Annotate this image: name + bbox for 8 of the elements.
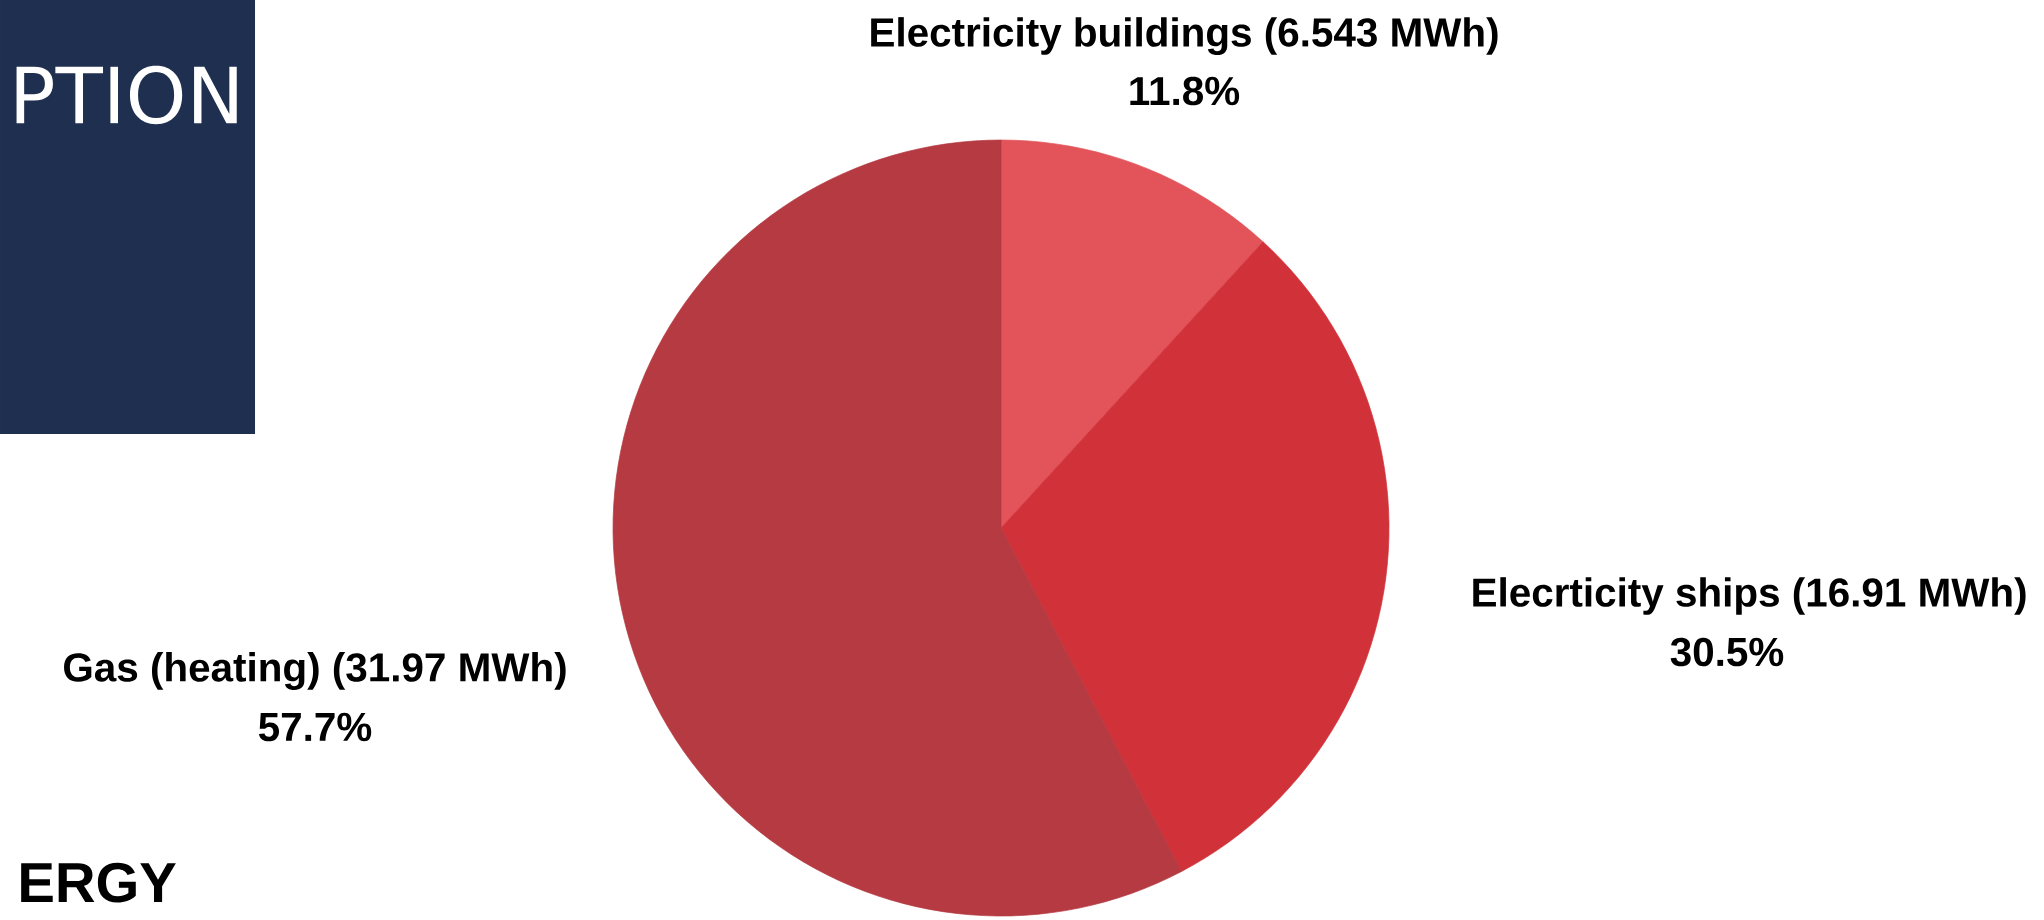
data-label: 57.7% bbox=[258, 712, 372, 742]
data-label: 30.5% bbox=[1670, 637, 1784, 667]
text: ERGY bbox=[21, 862, 176, 903]
slice-label: Electricity buildings (6.543 MWh) bbox=[871, 17, 1498, 55]
slice-label: Gas (heating) (31.97 MWh) bbox=[64, 652, 566, 690]
slice-label: Elecrticity ships (16.91 MWh) bbox=[1473, 577, 2026, 615]
data-label: 11.8% bbox=[1130, 76, 1240, 106]
text: PTION bbox=[16, 65, 237, 125]
